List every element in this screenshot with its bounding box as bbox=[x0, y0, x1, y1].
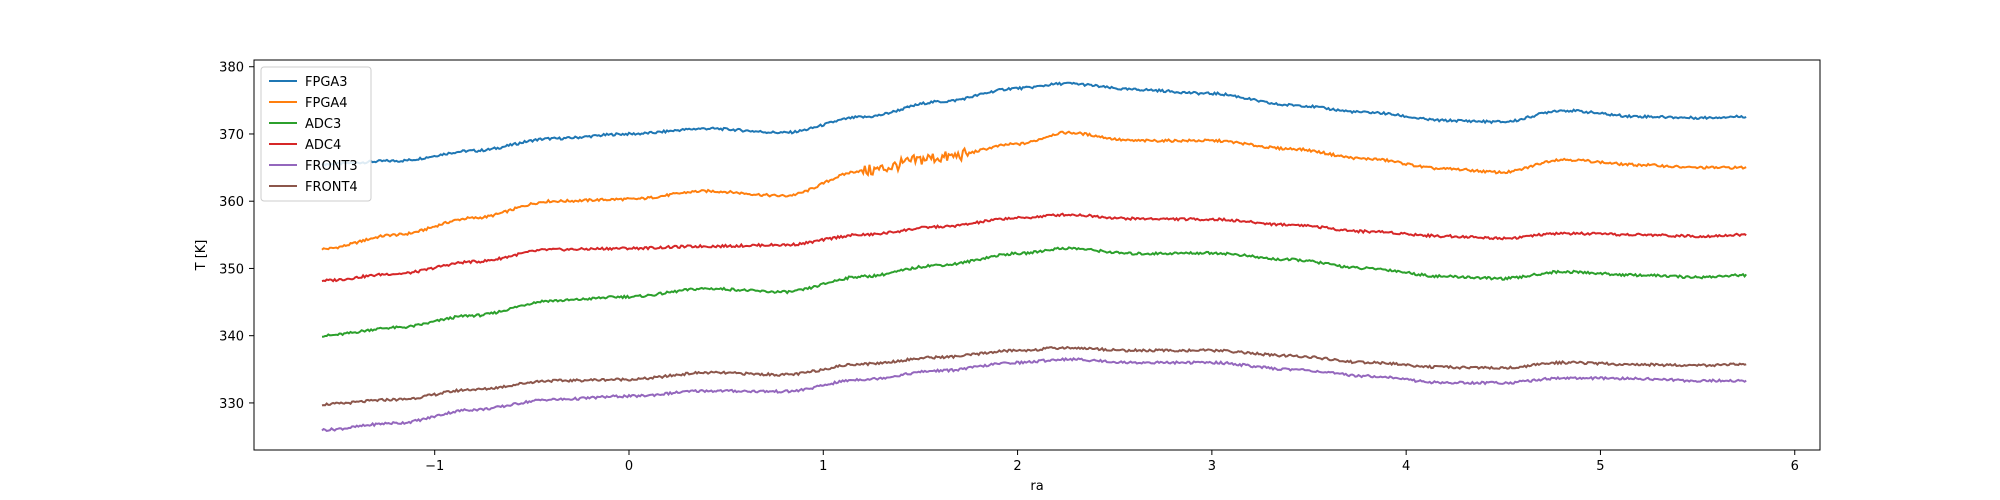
y-axis-ticks: 330 340 350 360 370 380 bbox=[219, 61, 254, 412]
x-tick-label: 2 bbox=[1013, 459, 1021, 474]
legend: FPGA3 FPGA4 ADC3 ADC4 FRONT3 FRONT4 bbox=[260, 66, 372, 202]
y-tick-label: 360 bbox=[219, 195, 244, 210]
y-tick-label: 340 bbox=[219, 330, 244, 345]
legend-label-front3: FRONT3 bbox=[305, 159, 358, 174]
series-line-fpga3 bbox=[321, 81, 1747, 167]
legend-box bbox=[260, 66, 372, 202]
x-tick-label: 3 bbox=[1208, 459, 1216, 474]
x-tick-label: 0 bbox=[625, 459, 633, 474]
axes-frame bbox=[253, 59, 1821, 451]
series-line-fpga4 bbox=[321, 130, 1747, 251]
x-axis-label: ra bbox=[1030, 479, 1043, 494]
series-line-adc4 bbox=[321, 212, 1747, 283]
y-tick-label: 330 bbox=[219, 397, 244, 412]
y-axis-label: T [K] bbox=[194, 240, 209, 272]
plot-lines bbox=[321, 81, 1747, 432]
x-tick-label: 4 bbox=[1402, 459, 1410, 474]
series-line-adc3 bbox=[321, 246, 1747, 338]
y-tick-label: 380 bbox=[219, 61, 244, 76]
y-tick-label: 350 bbox=[219, 262, 244, 277]
x-tick-label: 1 bbox=[819, 459, 827, 474]
legend-label-adc3: ADC3 bbox=[305, 117, 341, 132]
x-axis-ticks: −1 0 1 2 3 4 5 6 bbox=[425, 450, 1799, 474]
legend-label-adc4: ADC4 bbox=[305, 138, 341, 153]
y-tick-label: 370 bbox=[219, 128, 244, 143]
legend-label-fpga4: FPGA4 bbox=[305, 96, 348, 111]
legend-label-fpga3: FPGA3 bbox=[305, 75, 348, 90]
series-line-front3 bbox=[321, 357, 1747, 432]
legend-label-front4: FRONT4 bbox=[305, 180, 358, 195]
x-tick-label: 5 bbox=[1596, 459, 1604, 474]
x-tick-label: −1 bbox=[425, 459, 444, 474]
series-line-front4 bbox=[321, 345, 1747, 407]
x-tick-label: 6 bbox=[1791, 459, 1799, 474]
